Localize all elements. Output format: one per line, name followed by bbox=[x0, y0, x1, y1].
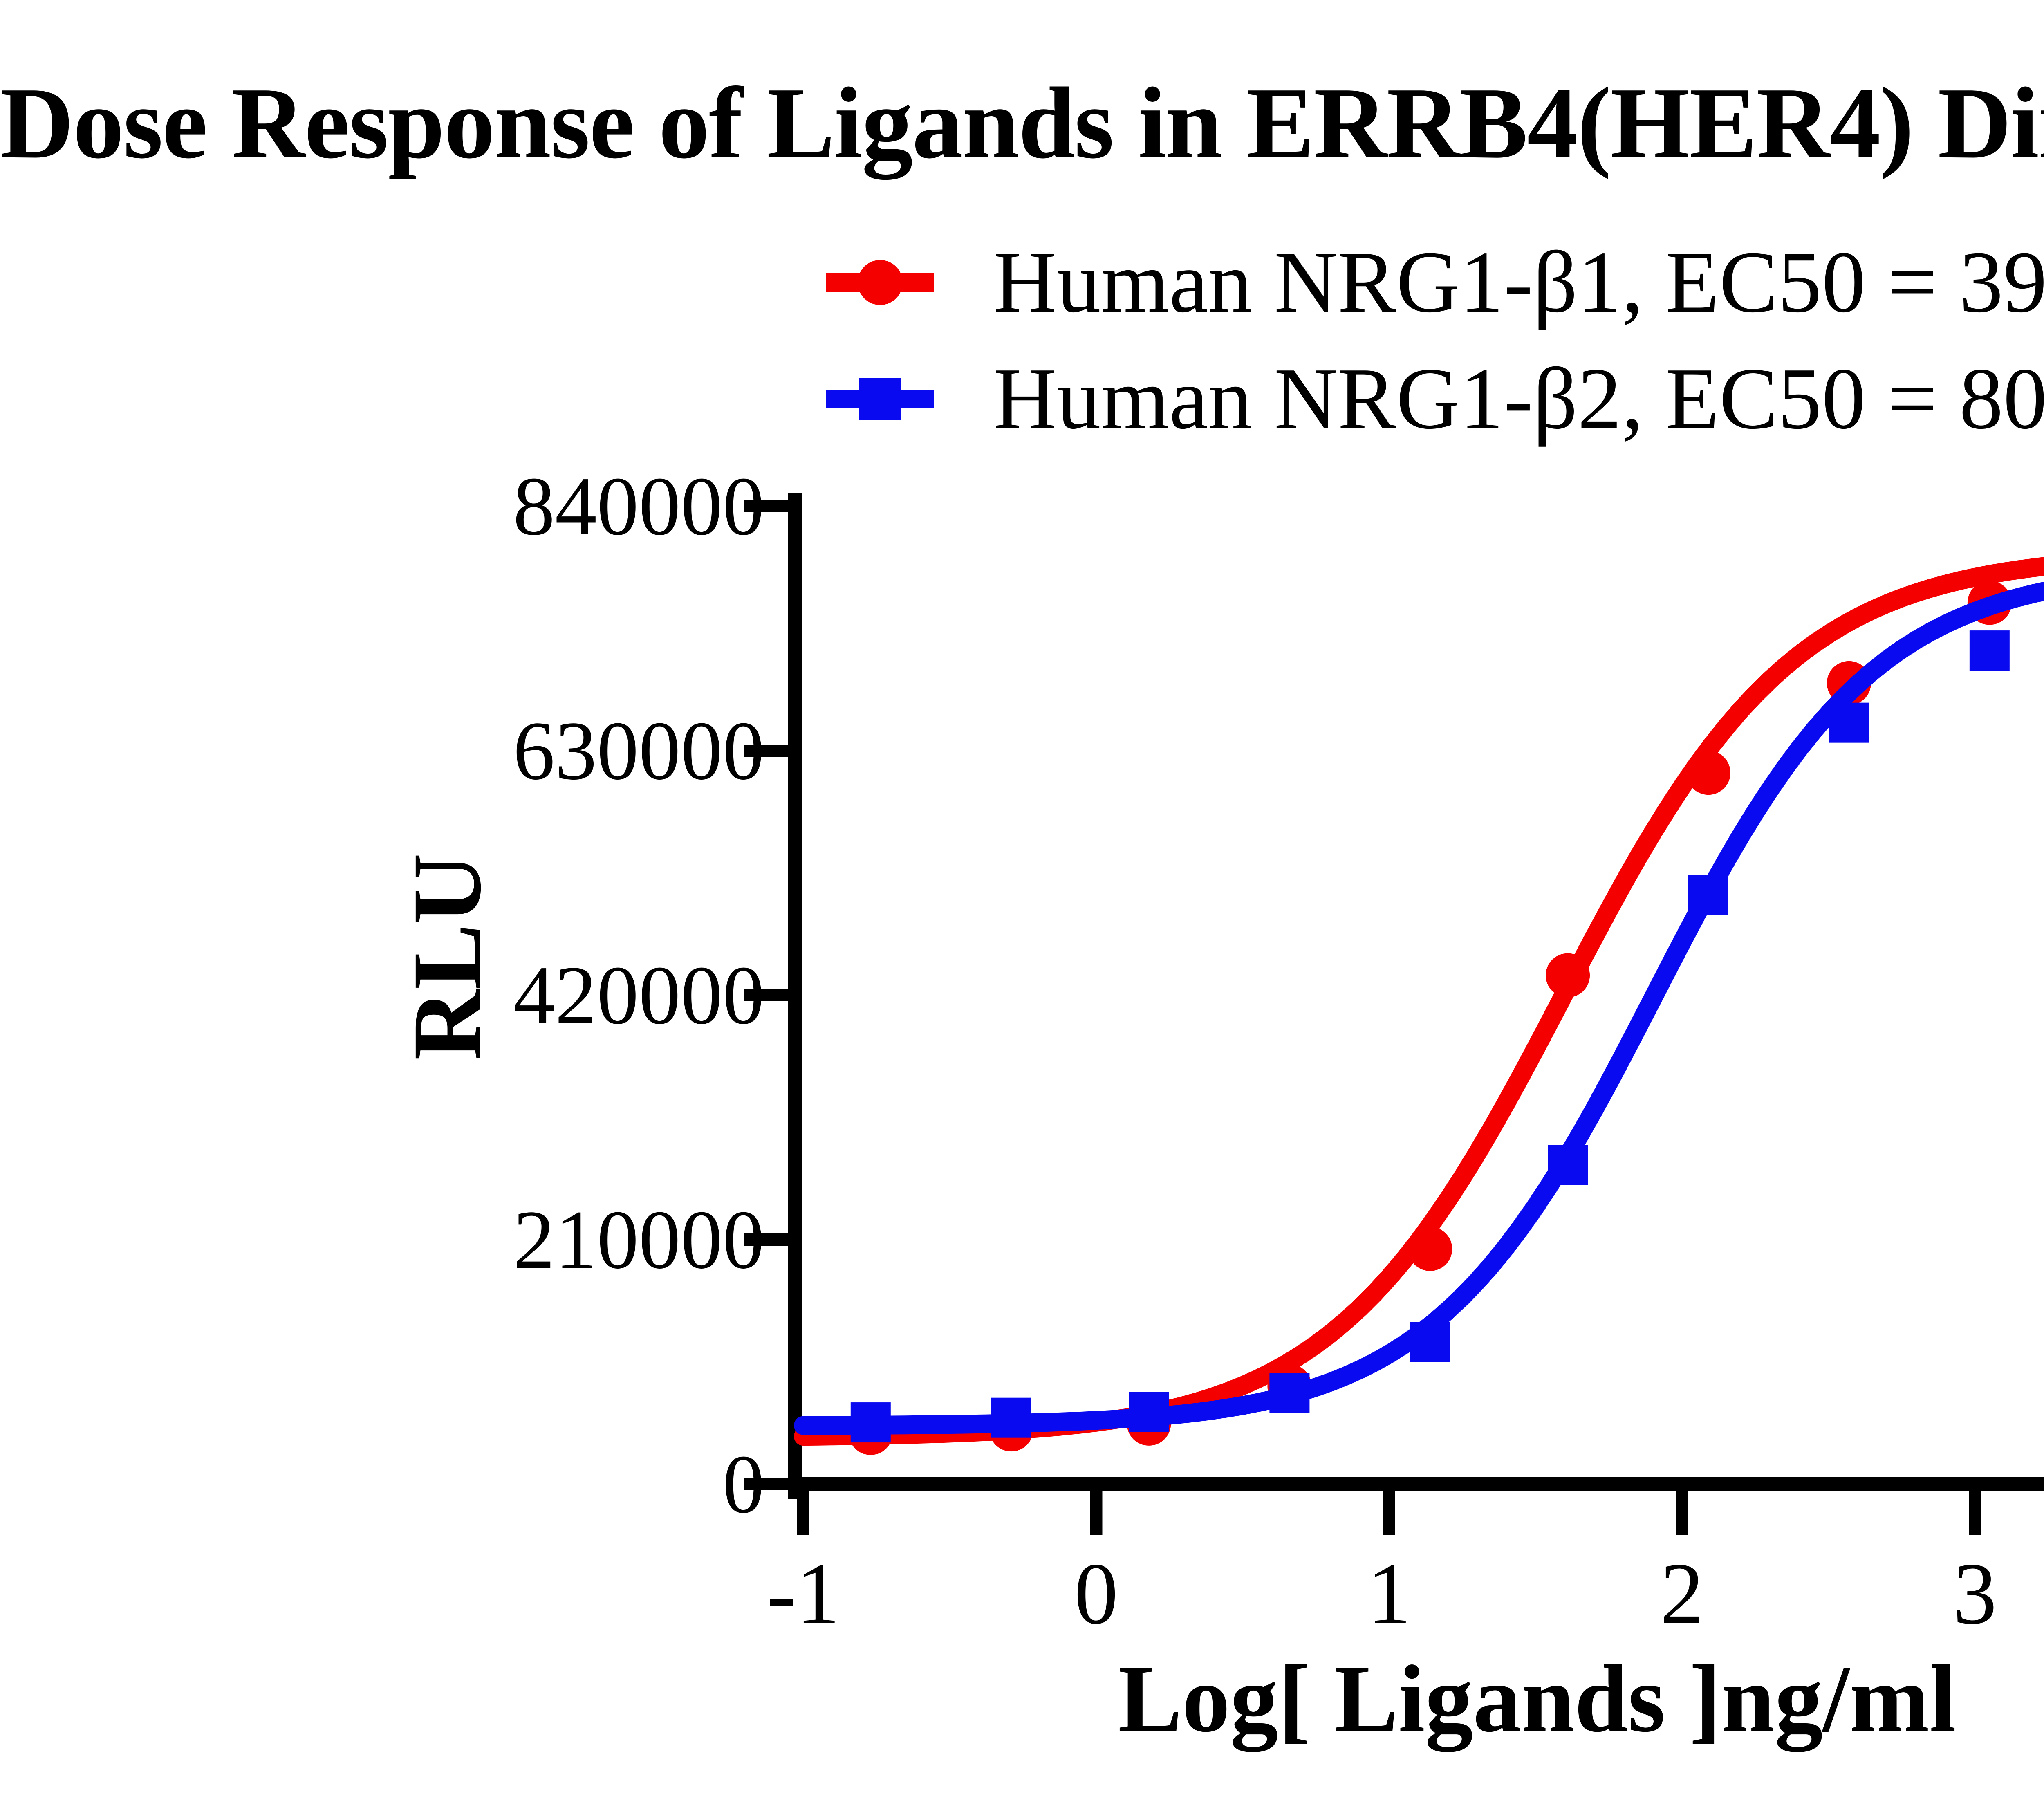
blue-data-point bbox=[1688, 875, 1728, 915]
legend-label: Human NRG1-β2, EC50 = 80.1 ng/ml bbox=[993, 350, 2044, 447]
y-axis-title: RLU bbox=[392, 853, 501, 1061]
blue-data-point bbox=[1969, 630, 2010, 671]
blue-data-point bbox=[1129, 1392, 1169, 1432]
legend-key-blue bbox=[826, 345, 934, 452]
x-tick-mark bbox=[1969, 1491, 1981, 1535]
x-tick-label: 3 bbox=[1953, 1545, 1997, 1642]
y-tick-mark bbox=[744, 1478, 788, 1490]
x-axis-title: Log[ Ligands ]ng/ml bbox=[1118, 1646, 1957, 1752]
chart-title: Dose Response of Ligands in ERRB4(HER4) … bbox=[0, 67, 2044, 180]
legend-label: Human NRG1-β1, EC50 = 39.4 ng/ml bbox=[993, 233, 2044, 331]
blue-data-point bbox=[1548, 1145, 1588, 1185]
x-axis-line bbox=[788, 1477, 2044, 1491]
red-data-point bbox=[1546, 953, 1590, 998]
y-tick-mark bbox=[744, 500, 788, 512]
y-tick-mark bbox=[744, 1233, 788, 1246]
legend-item-nrg1-b1: Human NRG1-β1, EC50 = 39.4 ng/ml bbox=[826, 229, 2044, 335]
x-tick-mark bbox=[1676, 1491, 1688, 1535]
x-tick-label: 1 bbox=[1367, 1545, 1411, 1642]
red-data-point bbox=[1686, 751, 1730, 795]
y-tick-label: 420000 bbox=[513, 949, 764, 1042]
legend-key-red bbox=[826, 229, 934, 335]
blue-data-point bbox=[991, 1397, 1031, 1438]
x-tick-mark bbox=[797, 1491, 809, 1535]
red-data-point bbox=[1408, 1227, 1452, 1271]
blue-data-point bbox=[850, 1402, 891, 1443]
x-tick-mark bbox=[1090, 1491, 1103, 1535]
y-tick-label: 210000 bbox=[513, 1193, 764, 1286]
red-circle-marker-icon bbox=[858, 260, 903, 305]
blue-data-point bbox=[1410, 1322, 1450, 1362]
legend-item-nrg1-b2: Human NRG1-β2, EC50 = 80.1 ng/ml bbox=[826, 345, 2044, 452]
x-tick-label: 0 bbox=[1074, 1545, 1118, 1642]
x-tick-label: 2 bbox=[1660, 1545, 1704, 1642]
blue-data-point bbox=[1829, 702, 1869, 743]
x-tick-label: -1 bbox=[766, 1545, 840, 1642]
y-tick-mark bbox=[744, 989, 788, 1001]
y-axis-line bbox=[788, 493, 802, 1499]
y-tick-mark bbox=[744, 745, 788, 757]
y-tick-label: 630000 bbox=[513, 704, 764, 797]
blue-fit-curve bbox=[794, 581, 2044, 1435]
x-tick-mark bbox=[1383, 1491, 1395, 1535]
y-tick-label: 0 bbox=[722, 1438, 765, 1531]
y-tick-label: 840000 bbox=[513, 460, 764, 553]
blue-data-point bbox=[1269, 1373, 1310, 1413]
blue-square-marker-icon bbox=[859, 378, 901, 420]
